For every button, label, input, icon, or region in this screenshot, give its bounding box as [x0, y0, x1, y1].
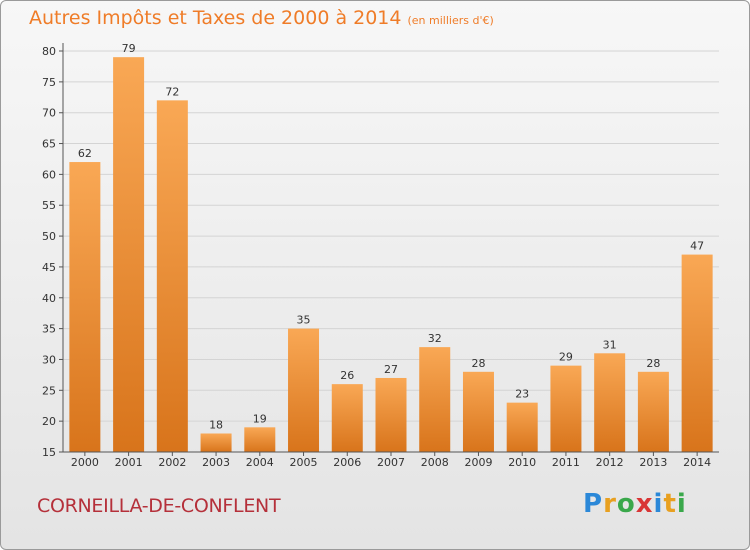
logo-letter: t	[663, 489, 677, 519]
x-tick-label: 2011	[552, 456, 580, 469]
x-tick-label: 2007	[377, 456, 405, 469]
y-tick-label: 25	[42, 384, 56, 397]
y-tick-label: 50	[42, 230, 56, 243]
x-tick-label: 2000	[71, 456, 99, 469]
data-label: 31	[603, 338, 617, 351]
proxiti-logo[interactable]: Proxiti	[583, 489, 687, 519]
x-tick-label: 2003	[202, 456, 230, 469]
x-tick-label: 2001	[115, 456, 143, 469]
y-tick-label: 40	[42, 292, 56, 305]
x-tick-label: 2002	[158, 456, 186, 469]
data-label: 72	[165, 85, 179, 98]
bar	[375, 377, 407, 452]
data-label: 27	[384, 363, 398, 376]
data-label: 18	[209, 418, 223, 431]
chart-title-text: Autres Impôts et Taxes de 2000 à 2014	[29, 7, 402, 29]
y-tick-label: 20	[42, 415, 56, 428]
x-tick-label: 2006	[333, 456, 361, 469]
bar	[288, 328, 320, 452]
data-label: 19	[253, 412, 267, 425]
y-tick-label: 15	[42, 446, 56, 459]
y-tick-label: 60	[42, 168, 56, 181]
y-tick-label: 55	[42, 199, 56, 212]
logo-letter: i	[653, 489, 664, 519]
x-tick-label: 2012	[596, 456, 624, 469]
bar	[637, 371, 669, 452]
y-tick-label: 70	[42, 107, 56, 120]
bar	[331, 384, 363, 452]
data-label: 29	[559, 351, 573, 364]
y-tick-label: 75	[42, 76, 56, 89]
bar	[506, 402, 538, 452]
y-tick-label: 65	[42, 138, 56, 151]
x-tick-label: 2013	[639, 456, 667, 469]
bar	[594, 353, 626, 452]
data-label: 23	[515, 388, 529, 401]
logo-letter: x	[635, 489, 654, 519]
bar	[244, 427, 276, 452]
x-tick-label: 2009	[464, 456, 492, 469]
logo-letter: o	[616, 489, 636, 519]
logo-letter: r	[603, 489, 617, 519]
data-label: 28	[471, 357, 485, 370]
bar	[69, 162, 101, 453]
x-tick-label: 2014	[683, 456, 711, 469]
bar	[419, 347, 451, 452]
x-tick-label: 2004	[246, 456, 274, 469]
logo-letter: P	[583, 489, 604, 519]
data-label: 26	[340, 369, 354, 382]
y-tick-label: 80	[42, 45, 56, 58]
chart-title: Autres Impôts et Taxes de 2000 à 2014 (en…	[29, 7, 494, 29]
bar	[156, 100, 188, 452]
data-label: 32	[428, 332, 442, 345]
x-tick-label: 2010	[508, 456, 536, 469]
data-label: 35	[297, 314, 311, 327]
bar	[113, 57, 145, 453]
data-label: 62	[78, 147, 92, 160]
x-tick-label: 2008	[421, 456, 449, 469]
chart-subtitle: (en milliers d'€)	[407, 14, 494, 27]
town-name: CORNEILLA-DE-CONFLENT	[37, 495, 281, 517]
bar	[550, 365, 582, 452]
bar	[681, 254, 713, 452]
data-label: 79	[122, 42, 136, 55]
y-tick-label: 35	[42, 323, 56, 336]
x-tick-label: 2005	[290, 456, 318, 469]
bar	[200, 433, 232, 452]
bar	[462, 371, 494, 452]
data-label: 28	[646, 357, 660, 370]
data-label: 47	[690, 240, 704, 253]
y-tick-label: 30	[42, 353, 56, 366]
y-tick-label: 45	[42, 261, 56, 274]
logo-letter: i	[676, 489, 687, 519]
